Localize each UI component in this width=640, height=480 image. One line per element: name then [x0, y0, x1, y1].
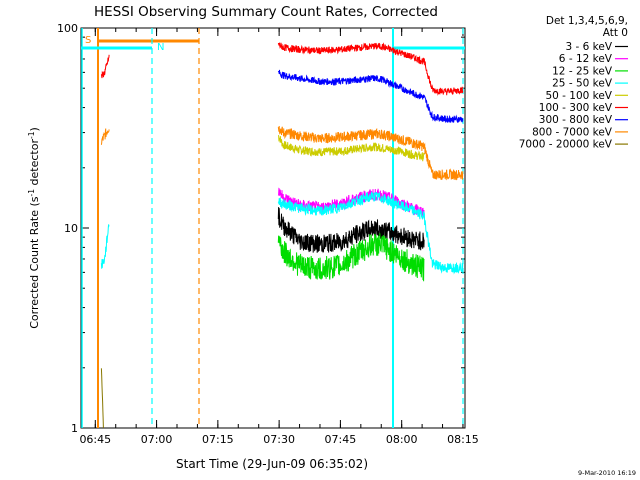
legend-header-2: Att 0: [603, 27, 628, 39]
y-axis-label-sup1: -1: [27, 189, 36, 197]
series-line: [100, 224, 110, 269]
footer-date: 9-Mar-2010 16:19: [578, 469, 636, 477]
legend-entry-label: 12 - 25 keV: [552, 65, 613, 77]
series-100-300kev: [100, 42, 464, 96]
series-3-6kev: [277, 207, 425, 254]
series-line: [278, 134, 425, 162]
x-tick-label: 07:45: [325, 433, 357, 446]
legend-entry-label: 800 - 7000 keV: [532, 126, 613, 138]
series-line: [277, 69, 464, 124]
x-tick-label: 08:00: [386, 433, 418, 446]
series-800-7000kev: [100, 125, 464, 181]
series-line: [100, 368, 104, 428]
x-tick-label: 06:45: [79, 433, 111, 446]
series-line: [277, 191, 464, 275]
interval-markers: SN: [81, 28, 465, 428]
legend-entry-label: 300 - 800 keV: [539, 114, 613, 126]
y-axis-label-main: Corrected Count Rate (s: [28, 196, 41, 329]
legend-entry-label: 6 - 12 keV: [559, 53, 613, 65]
x-tick-label: 07:00: [141, 433, 173, 446]
x-tick-label: 08:15: [447, 433, 479, 446]
y-tick-label: 100: [57, 22, 78, 35]
series-line: [100, 128, 110, 145]
y-axis-label: Corrected Count Rate (s-1 detector-1): [27, 127, 41, 329]
y-axis-label-sup2: -1: [27, 131, 36, 139]
series-7000-20000kev: [100, 368, 104, 428]
x-tick-label: 07:15: [202, 433, 234, 446]
series-25-50kev: [100, 191, 464, 275]
y-tick-label: 10: [64, 222, 78, 235]
y-axis-label-mid: detector: [28, 139, 41, 189]
series-line: [277, 125, 464, 181]
series-line: [277, 42, 464, 96]
series-layer: [100, 42, 464, 428]
series-line: [100, 54, 110, 79]
series-300-800kev: [277, 69, 464, 124]
series-line: [277, 207, 425, 254]
y-axis-label-end: ): [28, 127, 41, 131]
saa-label: S: [85, 35, 91, 46]
x-tick-label: 07:30: [263, 433, 295, 446]
night-label: N: [157, 42, 164, 53]
legend-entry-label: 100 - 300 keV: [539, 102, 613, 114]
legend-entry-label: 50 - 100 keV: [545, 90, 612, 102]
legend-entry-label: 3 - 6 keV: [565, 41, 612, 53]
legend-entry-label: 25 - 50 keV: [552, 78, 613, 90]
series-12-25kev: [277, 233, 425, 282]
x-axis-label: Start Time (29-Jun-09 06:35:02): [176, 457, 368, 471]
series-line: [277, 233, 425, 282]
series-50-100kev: [278, 134, 425, 162]
legend-header-1: Det 1,3,4,5,6,9,: [546, 15, 628, 27]
x-axis: 06:45 07:00 07:15 07:30 07:45 08:00 08:15: [79, 28, 479, 446]
y-tick-label: 1: [71, 422, 78, 435]
chart-title: HESSI Observing Summary Count Rates, Cor…: [94, 4, 438, 20]
legend-entry-label: 7000 - 20000 keV: [519, 139, 613, 151]
